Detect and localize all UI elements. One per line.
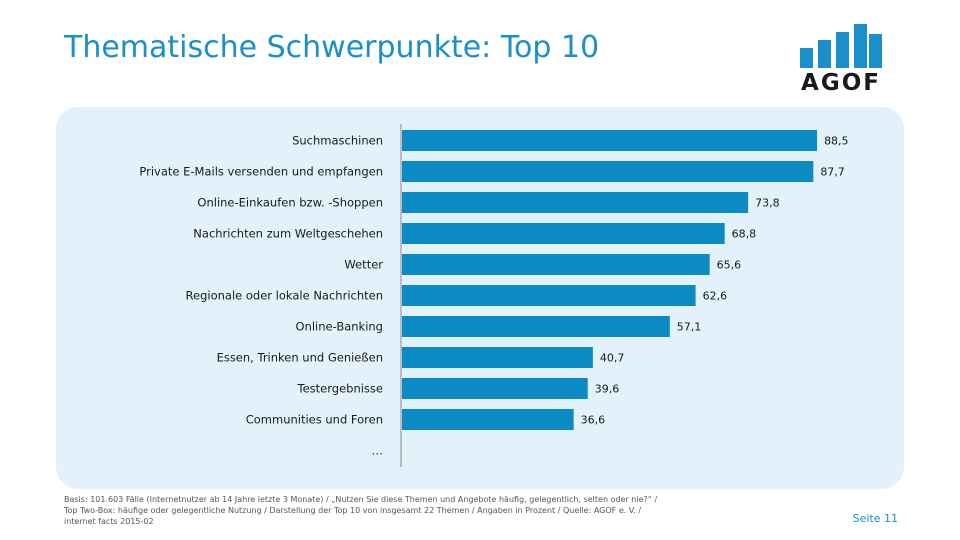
category-label: Regionale oder lokale Nachrichten — [186, 289, 383, 303]
value-label: 87,7 — [820, 166, 845, 179]
bar — [402, 254, 710, 275]
bar — [402, 316, 670, 337]
category-label: Testergebnisse — [297, 382, 383, 396]
chart-panel: Suchmaschinen 88,5 Private E-Mails versend… — [56, 107, 904, 489]
category-label: Nachrichten zum Weltgeschehen — [193, 227, 383, 241]
category-label: … — [372, 444, 384, 458]
page-number: Seite 11 — [852, 512, 898, 525]
logo-bar-icon — [854, 24, 867, 68]
bar — [402, 285, 696, 306]
footnote-line: internet facts 2015-02 — [64, 517, 154, 526]
value-label: 73,8 — [755, 197, 780, 210]
value-label: 65,6 — [717, 259, 742, 272]
bar — [402, 192, 749, 213]
value-label: 68,8 — [732, 228, 757, 241]
footnote-line: Basis: 101.603 Fälle (Internetnutzer ab … — [64, 495, 658, 504]
logo-bar-icon — [869, 34, 882, 68]
value-label: 40,7 — [600, 352, 625, 365]
value-label: 57,1 — [677, 321, 702, 334]
bar — [402, 223, 725, 244]
logo-text: AGOF — [801, 70, 881, 96]
category-label: Essen, Trinken und Genießen — [217, 351, 383, 365]
category-label: Suchmaschinen — [292, 134, 383, 148]
bar — [402, 130, 818, 151]
value-label: 62,6 — [703, 290, 728, 303]
bar — [402, 409, 574, 430]
category-label: Wetter — [344, 258, 383, 272]
footnote: Basis: 101.603 Fälle (Internetnutzer ab … — [64, 494, 784, 527]
footnote-line: Top Two-Box: häufige oder gelegentliche … — [64, 506, 642, 515]
bar — [402, 161, 814, 182]
category-label: Online-Einkaufen bzw. -Shoppen — [197, 196, 383, 210]
value-label: 88,5 — [824, 135, 849, 148]
logo-bar-icon — [836, 32, 849, 68]
value-label: 36,6 — [581, 414, 606, 427]
page-title: Thematische Schwerpunkte: Top 10 — [64, 30, 600, 65]
category-label: Online-Banking — [295, 320, 383, 334]
logo-bar-icon — [800, 48, 813, 68]
agof-logo: AGOF — [798, 16, 884, 96]
category-label: Communities und Foren — [246, 413, 383, 427]
bar — [402, 378, 588, 399]
bar — [402, 347, 593, 368]
category-label: Private E-Mails versenden und empfangen — [139, 165, 383, 179]
bar-chart: Suchmaschinen 88,5 Private E-Mails versend… — [139, 124, 849, 467]
logo-bar-icon — [818, 40, 831, 68]
value-label: 39,6 — [595, 383, 620, 396]
